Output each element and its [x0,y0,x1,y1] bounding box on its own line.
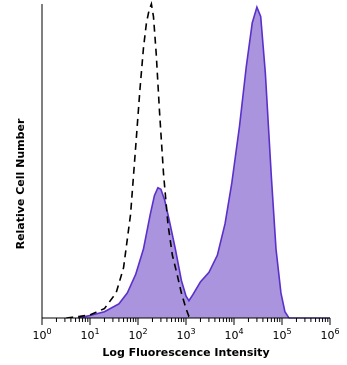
x-tick-label: 105 [272,327,291,342]
x-axis-label: Log Fluorescence Intensity [102,346,269,359]
isotype-control-histogram-line [66,0,192,319]
x-tick-label: 102 [128,327,147,342]
x-tick-label: 104 [224,327,243,342]
x-tick-label: 106 [320,327,339,342]
y-axis-label: Relative Cell Number [14,118,27,249]
plot-area: 100 101 102 103 104 105 106 [32,0,340,342]
x-tick-label: 103 [176,327,195,342]
series-layer [66,0,330,319]
x-tick-label: 100 [32,327,51,342]
x-ticks: 100 101 102 103 104 105 106 [32,318,340,342]
stained-histogram-outline [77,4,330,319]
stained-histogram-fill [77,7,330,318]
x-tick-label: 101 [80,327,99,342]
